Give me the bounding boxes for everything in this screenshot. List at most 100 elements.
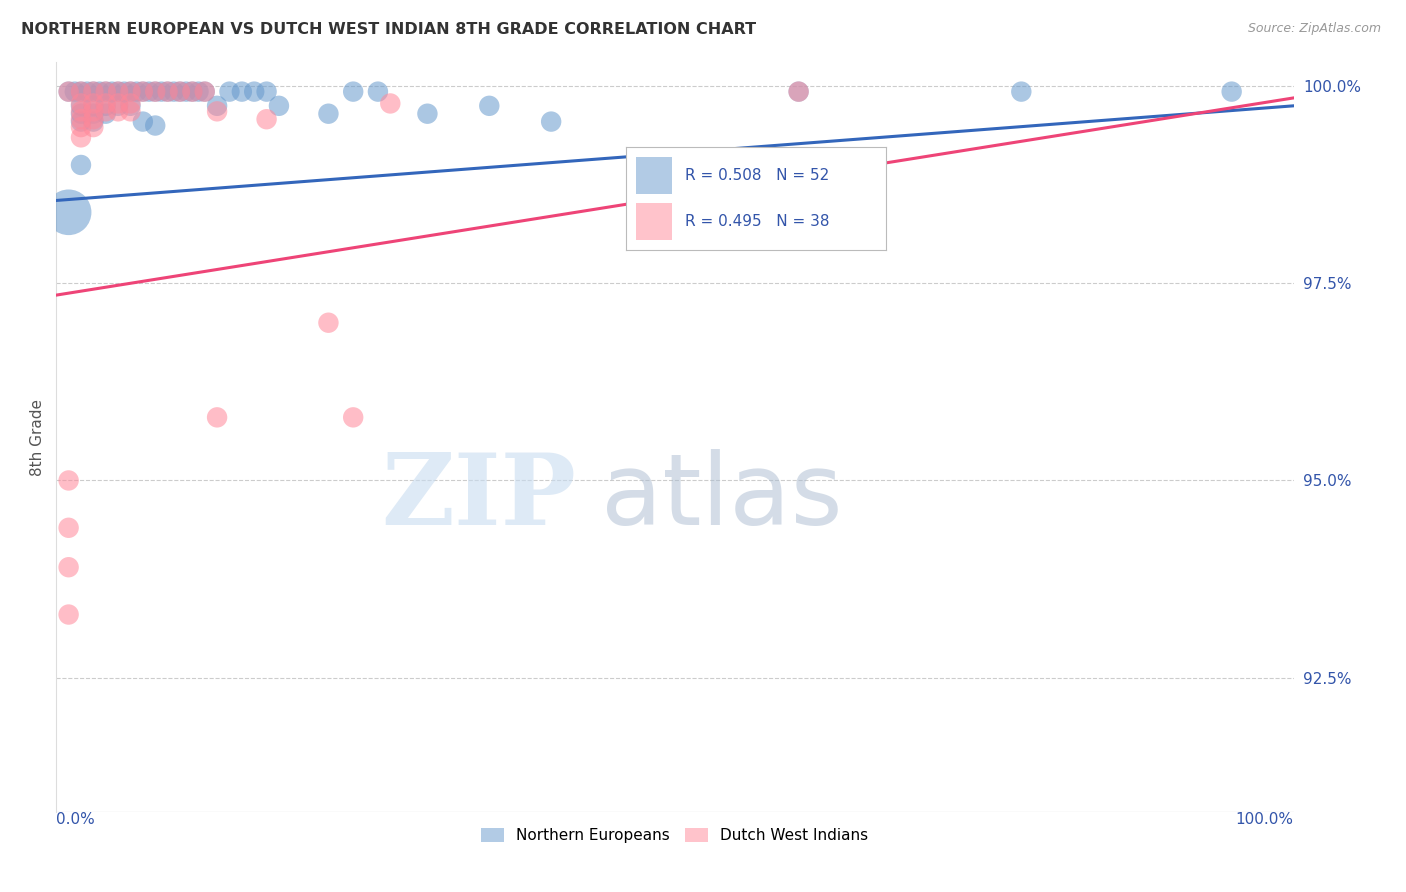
Text: ZIP: ZIP <box>381 449 576 546</box>
Point <box>58 205 80 219</box>
Point <box>256 85 278 99</box>
Point <box>318 106 340 120</box>
Point <box>267 99 290 113</box>
Point <box>205 104 228 119</box>
Point <box>70 104 93 119</box>
Point <box>107 104 129 119</box>
Point <box>120 96 142 111</box>
Point <box>416 106 439 120</box>
Point <box>342 85 364 99</box>
Point <box>478 99 501 113</box>
Point <box>187 85 209 99</box>
Point <box>58 560 80 574</box>
Point <box>132 114 155 128</box>
Point <box>380 96 402 111</box>
Point <box>143 85 166 99</box>
Text: 0.0%: 0.0% <box>56 812 96 827</box>
Point <box>150 85 173 99</box>
Point <box>70 85 93 99</box>
Point <box>89 85 111 99</box>
Text: NORTHERN EUROPEAN VS DUTCH WEST INDIAN 8TH GRADE CORRELATION CHART: NORTHERN EUROPEAN VS DUTCH WEST INDIAN 8… <box>21 22 756 37</box>
Point <box>70 96 93 111</box>
Point <box>58 85 80 99</box>
Point <box>318 316 340 330</box>
Point <box>1010 85 1032 99</box>
Point <box>132 85 155 99</box>
Point <box>787 85 810 99</box>
Point <box>58 521 80 535</box>
Point <box>143 85 166 99</box>
Legend: Northern Europeans, Dutch West Indians: Northern Europeans, Dutch West Indians <box>475 822 875 849</box>
Point <box>120 85 142 99</box>
Point <box>243 85 266 99</box>
Point <box>101 85 124 99</box>
Text: Source: ZipAtlas.com: Source: ZipAtlas.com <box>1247 22 1381 36</box>
Point <box>58 85 80 99</box>
Point <box>82 96 104 111</box>
Point <box>169 85 191 99</box>
Text: R = 0.495   N = 38: R = 0.495 N = 38 <box>686 213 830 228</box>
Point <box>156 85 179 99</box>
Point <box>82 114 104 128</box>
Point <box>156 85 179 99</box>
Point <box>70 120 93 135</box>
Point <box>107 85 129 99</box>
Point <box>70 130 93 145</box>
Point <box>76 85 98 99</box>
Point <box>218 85 240 99</box>
Point <box>70 114 93 128</box>
Point <box>540 114 562 128</box>
Point <box>70 85 93 99</box>
Y-axis label: 8th Grade: 8th Grade <box>30 399 45 475</box>
Point <box>1220 85 1243 99</box>
Point <box>107 99 129 113</box>
Point <box>194 85 217 99</box>
Point <box>138 85 160 99</box>
Point <box>181 85 204 99</box>
Point <box>70 106 93 120</box>
Point <box>82 120 104 135</box>
Point <box>342 410 364 425</box>
Point <box>63 85 86 99</box>
Point <box>231 85 253 99</box>
Point <box>174 85 197 99</box>
Point <box>367 85 389 99</box>
Point <box>120 85 142 99</box>
Point <box>256 112 278 127</box>
Point <box>107 96 129 111</box>
Point <box>112 85 135 99</box>
Point <box>82 106 104 120</box>
Point <box>181 85 204 99</box>
Point <box>125 85 148 99</box>
Point <box>94 85 117 99</box>
Point <box>143 119 166 133</box>
Point <box>787 85 810 99</box>
Point <box>82 104 104 119</box>
Point <box>132 85 155 99</box>
Point <box>120 99 142 113</box>
Text: R = 0.508   N = 52: R = 0.508 N = 52 <box>686 169 830 184</box>
Point <box>194 85 217 99</box>
Point <box>58 607 80 622</box>
Point <box>94 96 117 111</box>
FancyBboxPatch shape <box>636 202 672 239</box>
FancyBboxPatch shape <box>636 158 672 194</box>
Point <box>94 106 117 120</box>
Point <box>94 85 117 99</box>
Point <box>120 104 142 119</box>
Point <box>163 85 186 99</box>
Point <box>94 104 117 119</box>
Point <box>107 85 129 99</box>
Point <box>82 112 104 127</box>
Text: atlas: atlas <box>600 449 842 546</box>
Point <box>82 85 104 99</box>
Point <box>58 474 80 488</box>
Point <box>82 85 104 99</box>
Point <box>205 410 228 425</box>
Point <box>82 99 104 113</box>
Point <box>205 99 228 113</box>
Point <box>70 99 93 113</box>
Point <box>169 85 191 99</box>
Point <box>70 158 93 172</box>
Text: 100.0%: 100.0% <box>1236 812 1294 827</box>
